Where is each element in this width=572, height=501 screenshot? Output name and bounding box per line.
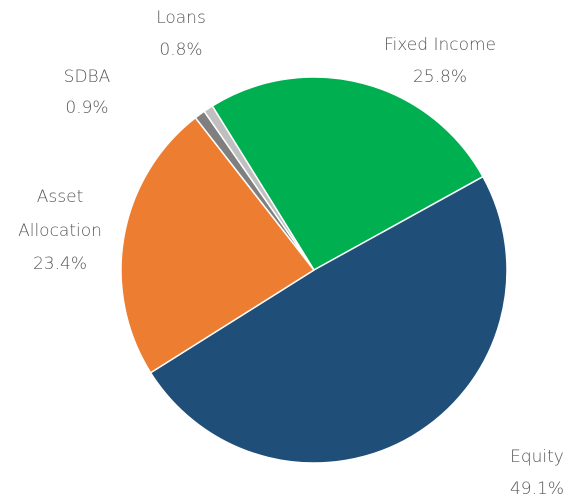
slice-value-label: 0.9%: [65, 98, 108, 118]
pie-slice: [203, 104, 315, 271]
slice-label: Fixed Income: [384, 35, 496, 55]
slice-label: Equity: [510, 447, 564, 467]
slice-value-label: 25.8%: [413, 67, 467, 87]
pie-slice: [149, 175, 508, 464]
label-line: Asset: [37, 187, 83, 207]
slice-value-label: 49.1%: [510, 479, 564, 499]
pie-slice: [120, 116, 316, 374]
label-line: Allocation: [18, 221, 102, 241]
pie-slice: [211, 76, 484, 272]
slice-label: Asset Allocation: [18, 187, 102, 241]
slice-label: Loans: [156, 8, 206, 28]
slice-value-label: 23.4%: [33, 254, 87, 274]
slice-label: SDBA: [64, 67, 111, 87]
slice-value-label: 0.8%: [159, 40, 202, 60]
